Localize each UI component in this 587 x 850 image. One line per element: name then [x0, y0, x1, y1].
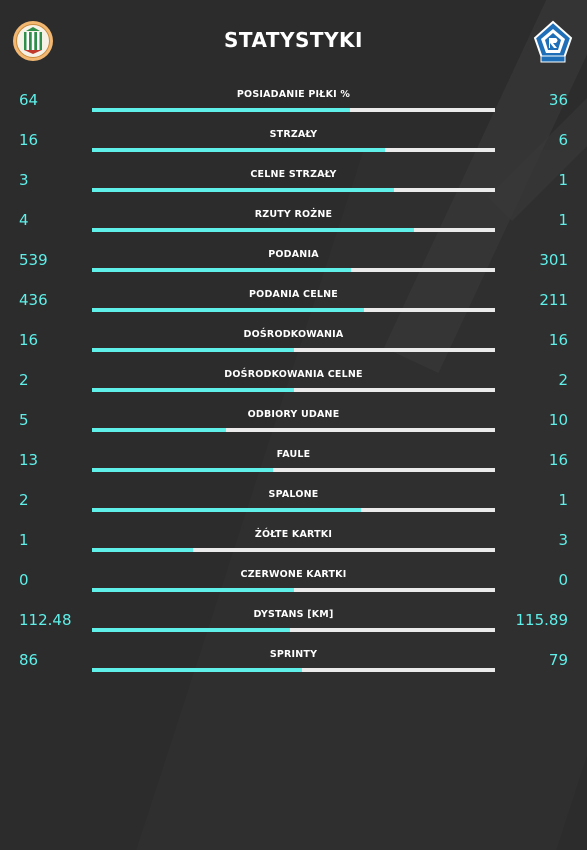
stat-row: 0 CZERWONE KARTKI 0	[0, 564, 587, 604]
away-stat-value: 301	[539, 251, 568, 269]
home-share-fill	[92, 148, 385, 152]
away-team-crest-icon	[532, 20, 574, 64]
home-share-fill	[92, 468, 273, 472]
stat-comparison-bar	[92, 388, 495, 392]
stat-row: 16 DOŚRODKOWANIA 16	[0, 324, 587, 364]
stat-comparison-bar	[92, 108, 495, 112]
home-share-fill	[92, 548, 193, 552]
stat-label: DOŚRODKOWANIA	[243, 329, 344, 340]
home-stat-value: 1	[19, 531, 29, 549]
stat-row: 3 CELNE STRZAŁY 1	[0, 164, 587, 204]
home-stat-value: 436	[19, 291, 48, 309]
away-stat-value: 1	[558, 491, 568, 509]
home-share-fill	[92, 508, 361, 512]
stat-row: 4 RZUTY ROŻNE 1	[0, 204, 587, 244]
stat-row: 1 ŻÓŁTE KARTKI 3	[0, 524, 587, 564]
home-stat-value: 3	[19, 171, 29, 189]
home-share-fill	[92, 388, 294, 392]
stat-comparison-bar	[92, 508, 495, 512]
home-team-crest-icon	[12, 20, 54, 62]
home-stat-value: 16	[19, 131, 39, 149]
home-stat-value: 0	[19, 571, 29, 589]
stat-label: CZERWONE KARTKI	[240, 569, 347, 580]
home-share-fill	[92, 268, 351, 272]
stat-row: 2 DOŚRODKOWANIA CELNE 2	[0, 364, 587, 404]
away-stat-value: 1	[558, 211, 568, 229]
stat-comparison-bar	[92, 428, 495, 432]
home-stat-value: 16	[19, 331, 39, 349]
stat-comparison-bar	[92, 308, 495, 312]
home-stat-value: 4	[19, 211, 29, 229]
stat-comparison-bar	[92, 268, 495, 272]
stat-row: 5 ODBIORY UDANE 10	[0, 404, 587, 444]
away-stat-value: 115.89	[515, 611, 569, 629]
away-stat-value: 2	[558, 371, 568, 389]
away-stat-value: 79	[548, 651, 568, 669]
home-stat-value: 64	[19, 91, 39, 109]
home-stat-value: 86	[19, 651, 39, 669]
stat-label: STRZAŁY	[269, 129, 318, 140]
stat-label: PODANIA CELNE	[249, 289, 338, 300]
stat-label: SPRINTY	[269, 649, 318, 660]
stat-label: DOŚRODKOWANIA CELNE	[224, 369, 363, 380]
home-stat-value: 2	[19, 491, 29, 509]
stat-comparison-bar	[92, 548, 495, 552]
home-share-fill	[92, 588, 294, 592]
stat-row: 86 SPRINTY 79	[0, 644, 587, 684]
home-stat-value: 5	[19, 411, 29, 429]
stat-comparison-bar	[92, 188, 495, 192]
home-share-fill	[92, 628, 291, 632]
stat-label: ODBIORY UDANE	[247, 409, 340, 420]
stat-comparison-bar	[92, 628, 495, 632]
stat-comparison-bar	[92, 668, 495, 672]
away-stat-value: 0	[558, 571, 568, 589]
stat-row: 16 STRZAŁY 6	[0, 124, 587, 164]
stat-label: CELNE STRZAŁY	[250, 169, 337, 180]
home-stat-value: 112.48	[19, 611, 72, 629]
stat-label: DYSTANS [KM]	[253, 609, 334, 620]
stat-label: POSIADANIE PIŁKI %	[236, 89, 351, 100]
stat-comparison-bar	[92, 228, 495, 232]
stat-comparison-bar	[92, 468, 495, 472]
stats-list: 64 POSIADANIE PIŁKI % 36 16 STRZAŁY 6 3 CELNE S…	[0, 84, 587, 684]
stat-row: 112.48 DYSTANS [KM] 115.89	[0, 604, 587, 644]
stat-row: 539 PODANIA 301	[0, 244, 587, 284]
stat-row: 436 PODANIA CELNE 211	[0, 284, 587, 324]
away-stat-value: 36	[548, 91, 568, 109]
home-stat-value: 2	[19, 371, 29, 389]
away-stat-value: 16	[548, 331, 568, 349]
stat-row: 64 POSIADANIE PIŁKI % 36	[0, 84, 587, 124]
stat-label: RZUTY ROŻNE	[254, 209, 333, 220]
home-share-fill	[92, 228, 415, 232]
away-stat-value: 1	[558, 171, 568, 189]
stats-header: STATYSTYKI	[0, 0, 587, 84]
stat-label: SPALONE	[268, 489, 319, 500]
home-share-fill	[92, 308, 364, 312]
stat-comparison-bar	[92, 148, 495, 152]
stat-label: PODANIA	[268, 249, 319, 260]
away-stat-value: 3	[558, 531, 568, 549]
page-title: STATYSTYKI	[223, 28, 363, 52]
home-share-fill	[92, 188, 395, 192]
stat-row: 2 SPALONE 1	[0, 484, 587, 524]
home-share-fill	[92, 668, 302, 672]
home-stat-value: 539	[19, 251, 48, 269]
stat-label: FAULE	[276, 449, 311, 460]
stat-comparison-bar	[92, 588, 495, 592]
away-stat-value: 16	[548, 451, 568, 469]
home-share-fill	[92, 108, 350, 112]
away-stat-value: 211	[539, 291, 568, 309]
home-share-fill	[92, 348, 294, 352]
stat-label: ŻÓŁTE KARTKI	[254, 529, 333, 540]
home-share-fill	[92, 428, 227, 432]
stat-row: 13 FAULE 16	[0, 444, 587, 484]
away-stat-value: 10	[548, 411, 568, 429]
away-stat-value: 6	[558, 131, 568, 149]
home-stat-value: 13	[19, 451, 39, 469]
stat-comparison-bar	[92, 348, 495, 352]
